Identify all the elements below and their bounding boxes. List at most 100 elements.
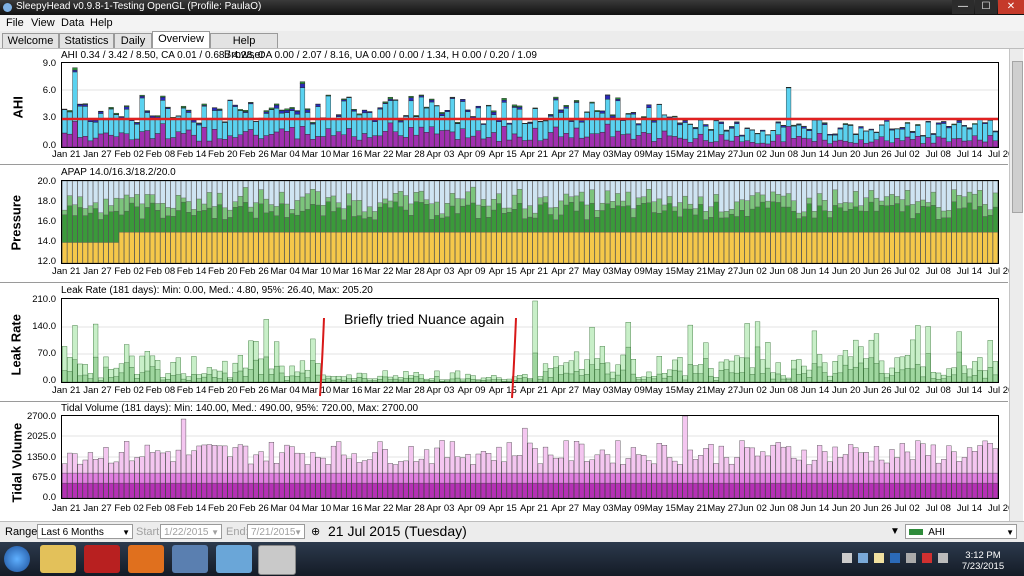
app-taskbar-icon[interactable] (84, 545, 120, 573)
ahi-bar-oa (67, 111, 73, 135)
range-select[interactable]: Last 6 Months ▼ (37, 524, 133, 539)
explorer-taskbar-icon[interactable] (40, 545, 76, 573)
ahi-bar-oa (284, 112, 290, 132)
tab-daily[interactable]: Daily (114, 33, 152, 48)
leak-rate-bar-median (811, 363, 818, 382)
pressure-bar-min (149, 232, 156, 263)
ahi-plot-area[interactable] (61, 62, 999, 148)
pressure-bar-min (284, 232, 290, 263)
ahi-bar-oa (553, 99, 559, 128)
leak-rate-bar-median (889, 375, 895, 382)
leak-rate-bar-median (584, 374, 590, 382)
ahi-bar-ca (620, 134, 626, 147)
ahi-bar-oa (848, 125, 854, 143)
pressure-bar-min (636, 232, 642, 263)
ahi-bar-ca (977, 139, 983, 147)
notepad-taskbar-icon[interactable] (216, 545, 252, 573)
ahi-bar-ca (687, 142, 693, 147)
ahi-bar-hypopnea (294, 111, 300, 115)
tidal-volume-bar-median (584, 482, 590, 498)
firefox-taskbar-icon[interactable] (128, 545, 164, 573)
leak-rate-bar-median (139, 372, 145, 382)
leak-rate-bar-median (775, 373, 781, 382)
x-tick-label: Feb 14 (176, 385, 207, 396)
calendar-reset-icon[interactable]: ⊕ (311, 526, 321, 538)
tray-overflow-icon[interactable] (842, 553, 852, 563)
x-tick-label: Apr 09 (457, 385, 486, 396)
tidal-volume-plot-area[interactable] (61, 415, 999, 499)
tray-app-icon[interactable] (874, 553, 884, 563)
x-tick-label: Apr 03 (426, 149, 455, 160)
scrollbar-thumb[interactable] (1012, 61, 1023, 213)
pressure-bar-min (129, 232, 135, 263)
graph-menu-dropdown-icon[interactable]: ▼ (890, 526, 900, 537)
maximize-button[interactable]: ☐ (975, 0, 997, 14)
ahi-bar-ca (615, 130, 621, 147)
leak-rate-bar-median (837, 372, 843, 382)
ahi-bar-ua (82, 103, 88, 105)
pressure-bar-min (729, 232, 735, 263)
tray-word-icon[interactable] (890, 553, 900, 563)
sleepyhead-taskbar-icon[interactable] (258, 545, 296, 575)
x-tick-label: Mar 22 (364, 266, 394, 277)
minimize-button[interactable]: — (952, 0, 974, 14)
start-button[interactable] (4, 546, 30, 572)
menu-file[interactable]: File (6, 17, 24, 29)
tab-help-browser[interactable]: Help Browser (210, 33, 278, 61)
leak-rate-bar (274, 341, 280, 382)
pressure-bar-min (248, 232, 254, 263)
ahi-bar-hypopnea (651, 120, 657, 123)
leak-rate-bar (879, 360, 885, 382)
leak-rate-bar (853, 339, 859, 382)
pressure-bar-min (832, 232, 838, 263)
ahi-bar-oa (155, 118, 161, 134)
tab-statistics[interactable]: Statistics (59, 33, 114, 48)
leak-rate-bar-median (796, 374, 802, 382)
tidal-volume-bar-median (465, 482, 471, 498)
tray-security-icon[interactable] (922, 553, 932, 563)
tab-welcome[interactable]: Welcome (2, 33, 59, 48)
window-title: SleepyHead v0.9.8-1-Testing OpenGL (Prof… (16, 1, 262, 12)
tidal-volume-bar-median (470, 482, 476, 498)
menu-data[interactable]: Data (61, 17, 85, 29)
leak-rate-bar (455, 370, 461, 382)
ahi-bar-hypopnea (274, 104, 280, 109)
pressure-bar-min (770, 232, 776, 263)
tidal-volume-bar-median (180, 482, 187, 498)
leak-rate-bar (987, 340, 993, 382)
network-taskbar-icon[interactable] (172, 545, 208, 573)
leak-rate-plot-area[interactable] (61, 298, 999, 383)
pressure-bar-min (124, 232, 130, 263)
ahi-bar-ua (615, 97, 621, 100)
x-tick-label: May 21 (676, 149, 708, 160)
menu-view[interactable]: View (31, 17, 55, 29)
tray-volume-icon[interactable] (938, 553, 948, 563)
tray-flag-icon[interactable] (906, 553, 916, 563)
x-tick-label: May 21 (676, 503, 708, 514)
tab-overview[interactable]: Overview (152, 31, 210, 48)
menu-help[interactable]: Help (90, 17, 113, 29)
x-tick-label: Jun 08 (769, 149, 799, 160)
graph-select[interactable]: AHI ▼ (905, 524, 1017, 539)
taskbar-clock[interactable]: 3:12 PM 7/23/2015 (960, 550, 1006, 572)
pressure-plot-area[interactable] (61, 180, 999, 264)
graphs-scrollbar[interactable] (1009, 49, 1023, 521)
close-button[interactable]: ✕ (998, 0, 1024, 14)
ahi-bar-hypopnea (630, 112, 637, 115)
tray-network-icon[interactable] (858, 553, 868, 563)
leak-rate-bar-median (367, 380, 373, 382)
ahi-bar-ca (879, 136, 885, 147)
tidal-volume-bar-median (527, 482, 533, 498)
tidal-volume-bar-median (284, 482, 290, 498)
ahi-bar-ca (82, 136, 88, 147)
tidal-volume-bar-median (511, 482, 518, 498)
tidal-volume-bar-median (889, 482, 895, 498)
leak-rate-bar-median (718, 370, 724, 382)
x-tick-label: Feb 20 (208, 149, 238, 160)
x-tick-label: May 27 (707, 149, 739, 160)
ahi-bar-oa (801, 128, 807, 139)
tidal-volume-bar-median (589, 482, 595, 498)
leak-rate-bar (98, 377, 104, 382)
ahi-bar-oa (139, 97, 145, 132)
ahi-bar-ua (284, 108, 290, 111)
